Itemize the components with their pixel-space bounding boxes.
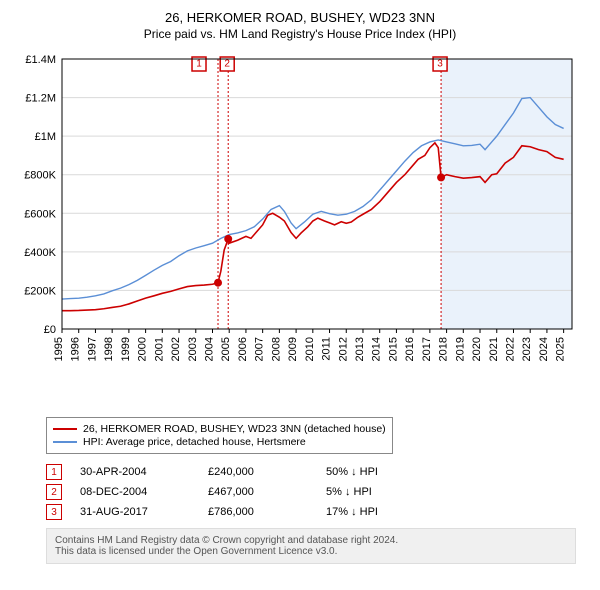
svg-text:2000: 2000 bbox=[137, 337, 149, 361]
svg-text:2024: 2024 bbox=[538, 337, 550, 361]
svg-text:1: 1 bbox=[196, 59, 202, 70]
svg-text:2004: 2004 bbox=[203, 337, 215, 361]
svg-text:£1M: £1M bbox=[35, 131, 56, 143]
legend-item: HPI: Average price, detached house, Hert… bbox=[53, 436, 386, 448]
event-date: 31-AUG-2017 bbox=[80, 506, 190, 518]
svg-text:2012: 2012 bbox=[337, 337, 349, 361]
svg-text:£200K: £200K bbox=[24, 285, 56, 297]
event-diff: 50% ↓ HPI bbox=[326, 466, 446, 478]
svg-text:2022: 2022 bbox=[504, 337, 516, 361]
svg-text:£600K: £600K bbox=[24, 208, 56, 220]
svg-text:£400K: £400K bbox=[24, 247, 56, 259]
svg-text:2008: 2008 bbox=[270, 337, 282, 361]
svg-text:2019: 2019 bbox=[454, 337, 466, 361]
event-badge: 2 bbox=[46, 484, 62, 500]
svg-text:2002: 2002 bbox=[170, 337, 182, 361]
svg-text:2025: 2025 bbox=[555, 337, 567, 361]
chart-subtitle: Price paid vs. HM Land Registry's House … bbox=[12, 27, 588, 41]
event-row: 2 08-DEC-2004 £467,000 5% ↓ HPI bbox=[46, 484, 588, 500]
legend-item: 26, HERKOMER ROAD, BUSHEY, WD23 3NN (det… bbox=[53, 423, 386, 435]
credits-line-2: This data is licensed under the Open Gov… bbox=[55, 546, 567, 557]
svg-text:2003: 2003 bbox=[187, 337, 199, 361]
svg-text:2009: 2009 bbox=[287, 337, 299, 361]
event-diff: 5% ↓ HPI bbox=[326, 486, 446, 498]
svg-text:2016: 2016 bbox=[404, 337, 416, 361]
credits-line-1: Contains HM Land Registry data © Crown c… bbox=[55, 535, 567, 546]
event-row: 3 31-AUG-2017 £786,000 17% ↓ HPI bbox=[46, 504, 588, 520]
legend-label: HPI: Average price, detached house, Hert… bbox=[83, 436, 306, 448]
svg-text:2020: 2020 bbox=[471, 337, 483, 361]
chart-legend: 26, HERKOMER ROAD, BUSHEY, WD23 3NN (det… bbox=[46, 417, 393, 454]
event-table: 1 30-APR-2004 £240,000 50% ↓ HPI 2 08-DEC-200… bbox=[46, 464, 588, 520]
event-price: £467,000 bbox=[208, 486, 308, 498]
legend-label: 26, HERKOMER ROAD, BUSHEY, WD23 3NN (det… bbox=[83, 423, 386, 435]
svg-text:2001: 2001 bbox=[153, 337, 165, 361]
legend-swatch bbox=[53, 428, 77, 430]
svg-text:£800K: £800K bbox=[24, 170, 56, 182]
svg-text:2013: 2013 bbox=[354, 337, 366, 361]
event-date: 08-DEC-2004 bbox=[80, 486, 190, 498]
svg-text:1999: 1999 bbox=[120, 337, 132, 361]
svg-text:2023: 2023 bbox=[521, 337, 533, 361]
event-price: £786,000 bbox=[208, 506, 308, 518]
svg-text:2007: 2007 bbox=[254, 337, 266, 361]
svg-text:£1.2M: £1.2M bbox=[25, 93, 56, 105]
price-chart: £0 £200K £400K £600K £800K £1M £1.2M £1.4M 1995 1… bbox=[12, 49, 588, 409]
event-diff: 17% ↓ HPI bbox=[326, 506, 446, 518]
svg-text:1997: 1997 bbox=[86, 337, 98, 361]
data-credits: Contains HM Land Registry data © Crown c… bbox=[46, 528, 576, 564]
svg-text:2018: 2018 bbox=[438, 337, 450, 361]
svg-text:2006: 2006 bbox=[237, 337, 249, 361]
svg-text:1995: 1995 bbox=[53, 337, 65, 361]
svg-text:2021: 2021 bbox=[488, 337, 500, 361]
chart-title: 26, HERKOMER ROAD, BUSHEY, WD23 3NN bbox=[12, 10, 588, 25]
legend-swatch bbox=[53, 441, 77, 443]
svg-text:2015: 2015 bbox=[387, 337, 399, 361]
svg-text:1998: 1998 bbox=[103, 337, 115, 361]
event-badge: 1 bbox=[46, 464, 62, 480]
svg-text:2010: 2010 bbox=[304, 337, 316, 361]
svg-text:2011: 2011 bbox=[321, 337, 333, 361]
svg-text:1996: 1996 bbox=[70, 337, 82, 361]
svg-text:2005: 2005 bbox=[220, 337, 232, 361]
svg-text:2: 2 bbox=[224, 59, 230, 70]
event-badge: 3 bbox=[46, 504, 62, 520]
svg-text:2014: 2014 bbox=[371, 337, 383, 361]
event-date: 30-APR-2004 bbox=[80, 466, 190, 478]
event-price: £240,000 bbox=[208, 466, 308, 478]
event-row: 1 30-APR-2004 £240,000 50% ↓ HPI bbox=[46, 464, 588, 480]
svg-text:3: 3 bbox=[437, 59, 443, 70]
svg-text:2017: 2017 bbox=[421, 337, 433, 361]
svg-text:£1.4M: £1.4M bbox=[25, 54, 56, 66]
svg-text:£0: £0 bbox=[44, 324, 56, 336]
